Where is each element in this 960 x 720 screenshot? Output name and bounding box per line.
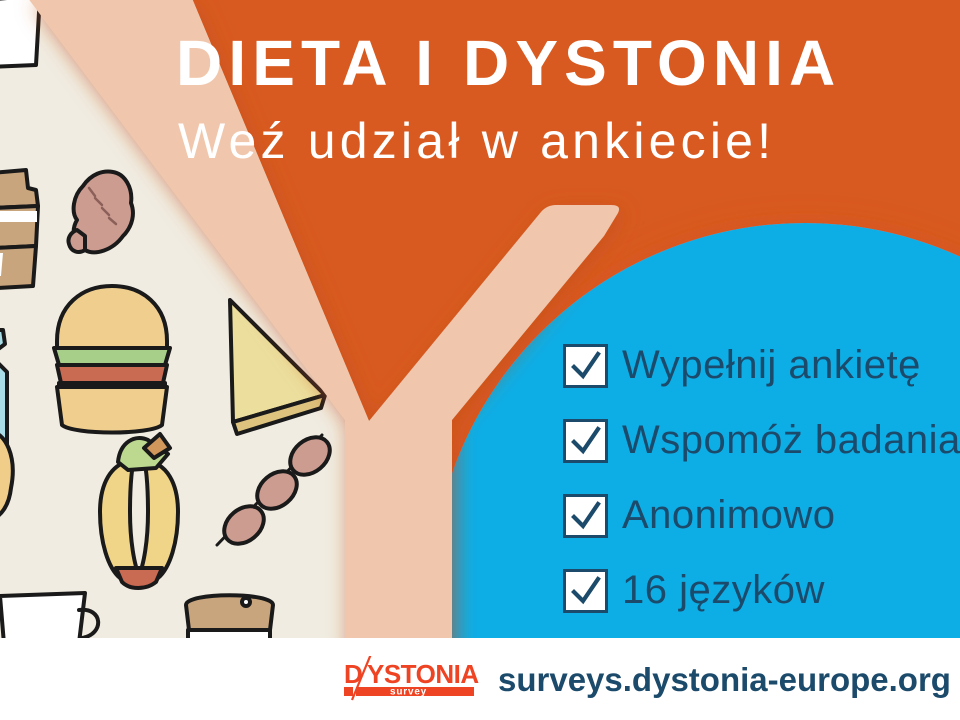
svg-text:YSTONIA: YSTONIA: [367, 659, 479, 689]
svg-text:survey: survey: [390, 687, 427, 698]
